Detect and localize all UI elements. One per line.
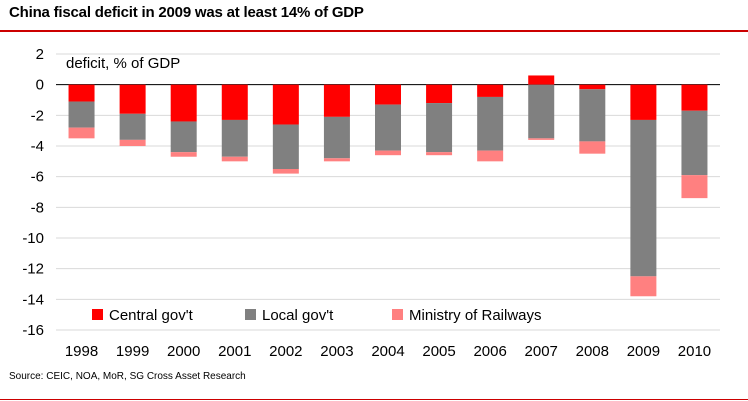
bars (68, 75, 708, 297)
legend-label: Local gov't (262, 307, 334, 324)
bar-2006-2 (477, 150, 504, 162)
bar-2006-1 (477, 96, 504, 151)
x-tick-label: 2000 (167, 343, 200, 360)
bottom-rule (0, 399, 748, 400)
bar-2007-2 (528, 138, 555, 140)
bar-2003-1 (323, 116, 350, 159)
bar-2004-1 (375, 104, 401, 151)
legend-swatch (392, 309, 403, 320)
y-tick-label: -16 (22, 322, 44, 339)
x-tick-label: 2002 (269, 343, 302, 360)
bar-1999-1 (119, 113, 146, 140)
y-tick-labels: 2 0 -2 -4 -6 -8 -10 -12 -14 -16 (22, 46, 44, 339)
bar-2010-0 (681, 84, 708, 111)
bar-2009-2 (630, 276, 657, 297)
bar-2001-1 (221, 119, 248, 157)
bar-1999-2 (119, 139, 146, 146)
legend-swatch (245, 309, 256, 320)
bar-2005-1 (426, 103, 453, 153)
title-rule (0, 30, 748, 32)
x-tick-label: 2007 (525, 343, 558, 360)
chart-title: China fiscal deficit in 2009 was at leas… (9, 4, 364, 21)
bar-2002-0 (272, 84, 299, 125)
legend-swatch (92, 309, 103, 320)
bar-2000-0 (170, 84, 197, 122)
legend-label: Ministry of Railways (409, 307, 542, 324)
bar-2009-1 (630, 119, 657, 277)
bar-2004-2 (375, 150, 401, 156)
bar-2000-2 (170, 152, 197, 157)
bar-2010-1 (681, 110, 708, 176)
legend-label: Central gov't (109, 307, 194, 324)
x-tick-label: 2009 (627, 343, 660, 360)
bar-2007-1 (528, 84, 555, 139)
y-tick-label: -6 (31, 169, 44, 186)
x-tick-label: 2003 (320, 343, 353, 360)
y-tick-label: 2 (36, 46, 44, 63)
bar-2007-0 (528, 75, 555, 85)
bar-2008-0 (579, 84, 606, 90)
stacked-bar-chart: 2 0 -2 -4 -6 -8 -10 -12 -14 -16 1998 1999 2000 2001 2… (22, 46, 720, 360)
bar-2005-0 (426, 84, 453, 104)
y-tick-label: -12 (22, 261, 44, 278)
y-tick-label: -4 (31, 138, 44, 155)
y-tick-label: -10 (22, 230, 44, 247)
bar-1998-0 (68, 84, 95, 102)
y-tick-label: -2 (31, 107, 44, 124)
bar-2002-1 (272, 124, 299, 169)
bar-2000-1 (170, 121, 197, 153)
x-tick-labels: 1998 1999 2000 2001 2002 2003 2004 2005 2006 2007… (65, 343, 711, 360)
bar-2003-0 (323, 84, 350, 117)
bar-2006-0 (477, 84, 504, 97)
bar-2009-0 (630, 84, 657, 120)
y-tick-label: 0 (36, 77, 44, 94)
bar-2002-2 (272, 169, 299, 174)
x-tick-label: 1998 (65, 343, 98, 360)
x-tick-label: 2010 (678, 343, 711, 360)
bar-2001-2 (221, 156, 248, 162)
bar-1998-1 (68, 101, 95, 128)
bar-2010-2 (681, 175, 708, 199)
bar-2004-0 (375, 84, 401, 105)
bar-2008-2 (579, 141, 606, 154)
y-tick-label: -14 (22, 291, 44, 308)
bar-2001-0 (221, 84, 248, 120)
legend: Central gov't Local gov't Ministry of Rail… (92, 307, 542, 324)
bar-1998-2 (68, 127, 95, 139)
x-tick-label: 2008 (576, 343, 609, 360)
x-tick-label: 2001 (218, 343, 251, 360)
bar-1999-0 (119, 84, 146, 114)
chart-annotation: deficit, % of GDP (66, 55, 180, 72)
x-tick-label: 2004 (371, 343, 404, 360)
y-tick-label: -8 (31, 199, 44, 216)
source-note: Source: CEIC, NOA, MoR, SG Cross Asset R… (9, 371, 246, 382)
x-tick-label: 2005 (422, 343, 455, 360)
x-tick-label: 2006 (473, 343, 506, 360)
bar-2008-1 (579, 89, 606, 142)
bar-2003-2 (323, 158, 350, 162)
bar-2005-2 (426, 152, 453, 156)
x-tick-label: 1999 (116, 343, 149, 360)
